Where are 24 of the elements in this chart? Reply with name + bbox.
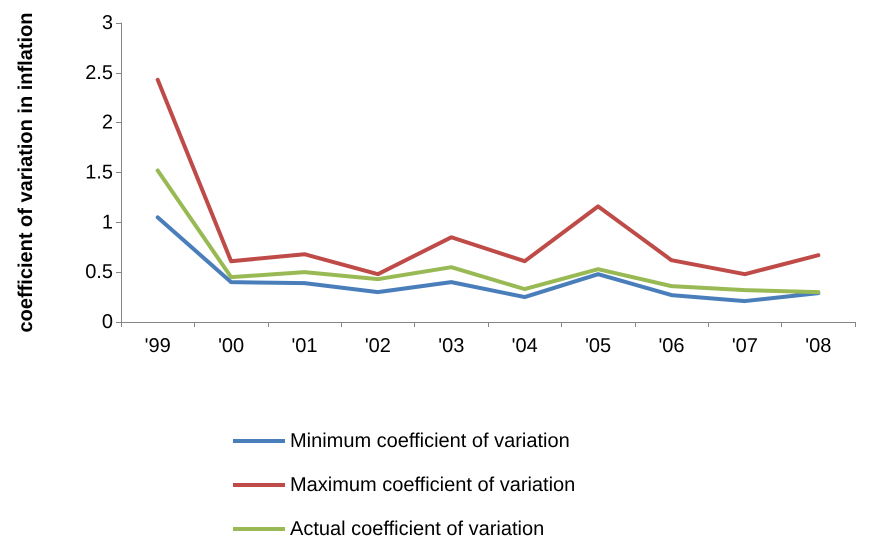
x-tick-label: '03 — [438, 335, 464, 357]
y-axis-title: coefficient of variation in inflation — [15, 12, 37, 333]
x-tick-label: '01 — [291, 335, 318, 357]
legend-label: Minimum coefficient of variation — [290, 430, 570, 452]
x-tick-label: '04 — [512, 335, 538, 357]
x-tick-label: '05 — [585, 335, 612, 357]
x-tick-label: '07 — [732, 335, 758, 357]
y-tick-label: 3 — [102, 12, 113, 34]
legend-label: Maximum coefficient of variation — [290, 474, 576, 496]
x-tick-label: '08 — [805, 335, 832, 357]
x-tick-label: '99 — [144, 335, 171, 357]
y-tick-label: 1.5 — [85, 162, 113, 184]
x-tick-label: '02 — [364, 335, 391, 357]
y-tick-label: 1 — [102, 211, 113, 234]
line-series — [156, 168, 820, 294]
y-tick-label: 0.5 — [85, 261, 113, 284]
x-tick-label: '00 — [218, 335, 244, 357]
legend-label: Actual coefficient of variation — [290, 518, 544, 540]
y-tick-label: 2 — [102, 112, 113, 134]
y-tick-label: 2.5 — [85, 62, 113, 84]
line-series — [156, 78, 820, 276]
line-series — [156, 215, 820, 304]
y-tick-label: 0 — [102, 311, 113, 333]
x-tick-label: '06 — [658, 335, 685, 357]
